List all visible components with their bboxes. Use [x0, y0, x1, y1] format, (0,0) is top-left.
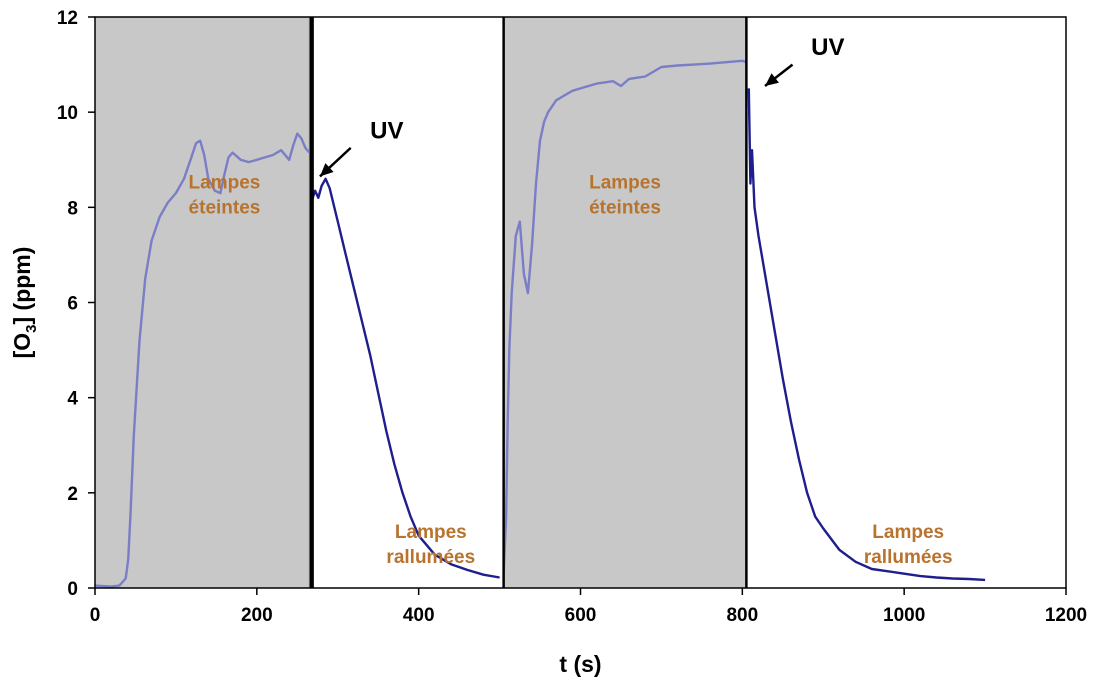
y-axis-title-prefix: [O — [9, 333, 35, 359]
annotations: Lampes éteintes Lampes éteintes Lampes rallum… — [189, 34, 953, 568]
x-axis-title: t (s) — [559, 651, 601, 677]
y-tick-label: 0 — [67, 579, 78, 600]
shaded-region-2 — [503, 16, 747, 589]
series-line-lamps-on-2 — [747, 88, 986, 582]
y-tick-label: 8 — [67, 198, 78, 219]
x-tick-label: 0 — [90, 605, 101, 626]
uv-arrow-head-2 — [764, 73, 779, 86]
series-lines — [94, 59, 986, 588]
x-tick-label: 200 — [241, 605, 273, 626]
y-tick-label: 12 — [57, 8, 78, 29]
y-tick-label: 6 — [67, 294, 78, 315]
lamps-off-label-1: Lampes éteintes — [189, 172, 261, 218]
uv-label-1: UV — [370, 117, 403, 144]
x-tick-label: 800 — [726, 605, 758, 626]
x-tick-label: 1200 — [1045, 605, 1087, 626]
lamps-on-label-2: Lampes rallumées — [864, 522, 953, 568]
y-tick-label: 4 — [67, 389, 78, 410]
y-axis-title: [O3] (ppm) — [9, 247, 40, 359]
y-axis-ticks: 0 2 4 6 8 10 12 — [57, 8, 95, 600]
y-tick-label: 2 — [67, 484, 78, 505]
series-line-lamps-on-1 — [310, 177, 500, 579]
lamps-off-label-2: Lampes éteintes — [589, 172, 661, 218]
y-axis-title-subscript: 3 — [23, 325, 40, 333]
shaded-regions — [94, 16, 747, 589]
vertical-marker-lines — [309, 17, 748, 588]
x-tick-label: 400 — [403, 605, 435, 626]
uv-label-2: UV — [811, 34, 844, 61]
x-tick-label: 1000 — [883, 605, 925, 626]
x-axis-ticks: 0 200 400 600 800 1000 1200 — [90, 588, 1087, 626]
x-tick-label: 600 — [565, 605, 597, 626]
series-line-lamps-off-2 — [502, 59, 747, 574]
y-tick-label: 10 — [57, 103, 78, 124]
series-line-lamps-off-1 — [94, 132, 311, 588]
uv-arrow-head-1 — [319, 163, 334, 177]
shaded-region-1 — [94, 16, 310, 589]
y-axis-title-suffix: ] (ppm) — [9, 247, 35, 325]
lamps-on-label-1: Lampes rallumées — [386, 522, 475, 568]
